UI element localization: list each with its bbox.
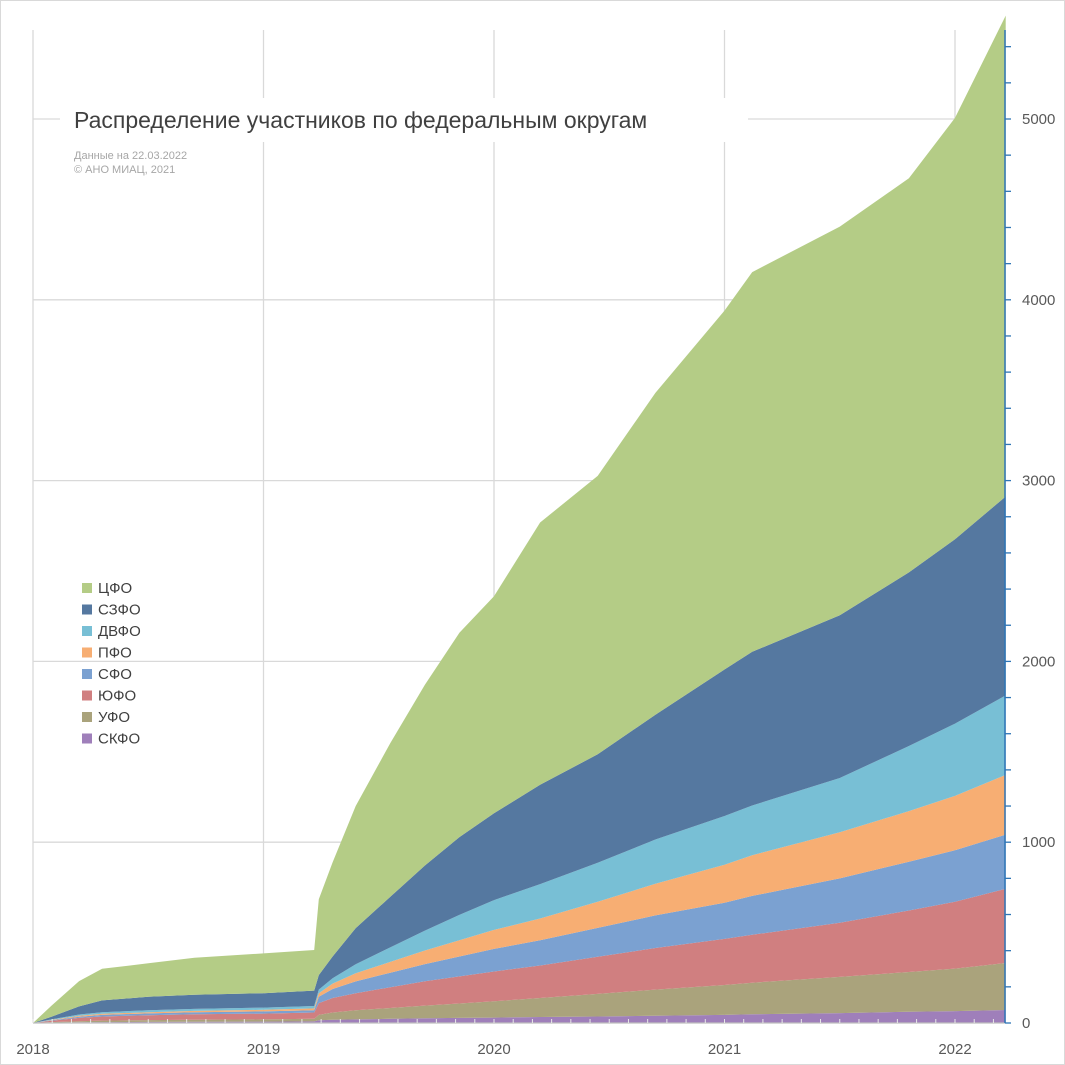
legend-label-0: ЦФО xyxy=(98,580,132,597)
axes: 0 1000 2000 3000 4000 5000 2018 2019 2020 2021 202… xyxy=(16,30,1055,1058)
legend-label-3: ПФО xyxy=(98,645,132,662)
chart-title: Распределение участников по федеральным … xyxy=(74,107,647,133)
area-series-7 xyxy=(33,15,1006,1024)
legend-label-2: ДВФО xyxy=(98,623,141,640)
legend-swatch-7 xyxy=(82,733,92,744)
legend: ЦФО СЗФО ДВФО ПФО СФО ЮФО УФО СКФО xyxy=(82,580,141,748)
legend-label-7: СКФО xyxy=(98,731,140,748)
chart-subtitle-date: Данные на 22.03.2022 xyxy=(74,150,187,162)
x-tick-label-2019: 2019 xyxy=(247,1041,280,1058)
area-series-1 xyxy=(33,963,1006,1023)
legend-label-6: УФО xyxy=(98,709,130,726)
legend-swatch-3 xyxy=(82,647,92,658)
legend-swatch-1 xyxy=(82,604,92,615)
legend-label-5: ЮФО xyxy=(98,688,136,705)
legend-swatch-0 xyxy=(82,583,92,593)
chart-subtitle-copyright: © АНО МИАЦ, 2021 xyxy=(74,164,175,176)
y-tick-label-3000: 3000 xyxy=(1022,473,1055,490)
x-tick-label-2020: 2020 xyxy=(477,1041,510,1058)
y-tick-label-0: 0 xyxy=(1022,1015,1030,1032)
y-tick-label-5000: 5000 xyxy=(1022,111,1055,128)
legend-label-1: СЗФО xyxy=(98,602,141,619)
legend-swatch-2 xyxy=(82,626,92,636)
x-tick-label-2021: 2021 xyxy=(708,1041,741,1058)
legend-label-4: СФО xyxy=(98,666,132,683)
legend-swatch-4 xyxy=(82,669,92,679)
area-series-6 xyxy=(33,496,1006,1023)
legend-swatch-6 xyxy=(82,712,92,722)
title-background xyxy=(60,98,748,142)
y-tick-label-1000: 1000 xyxy=(1022,834,1055,851)
y-tick-label-4000: 4000 xyxy=(1022,292,1055,309)
y-tick-label-2000: 2000 xyxy=(1022,653,1055,670)
x-tick-label-2018: 2018 xyxy=(16,1041,49,1058)
x-tick-label-2022: 2022 xyxy=(938,1041,971,1058)
legend-swatch-5 xyxy=(82,690,92,701)
area-series-2 xyxy=(33,888,1006,1023)
